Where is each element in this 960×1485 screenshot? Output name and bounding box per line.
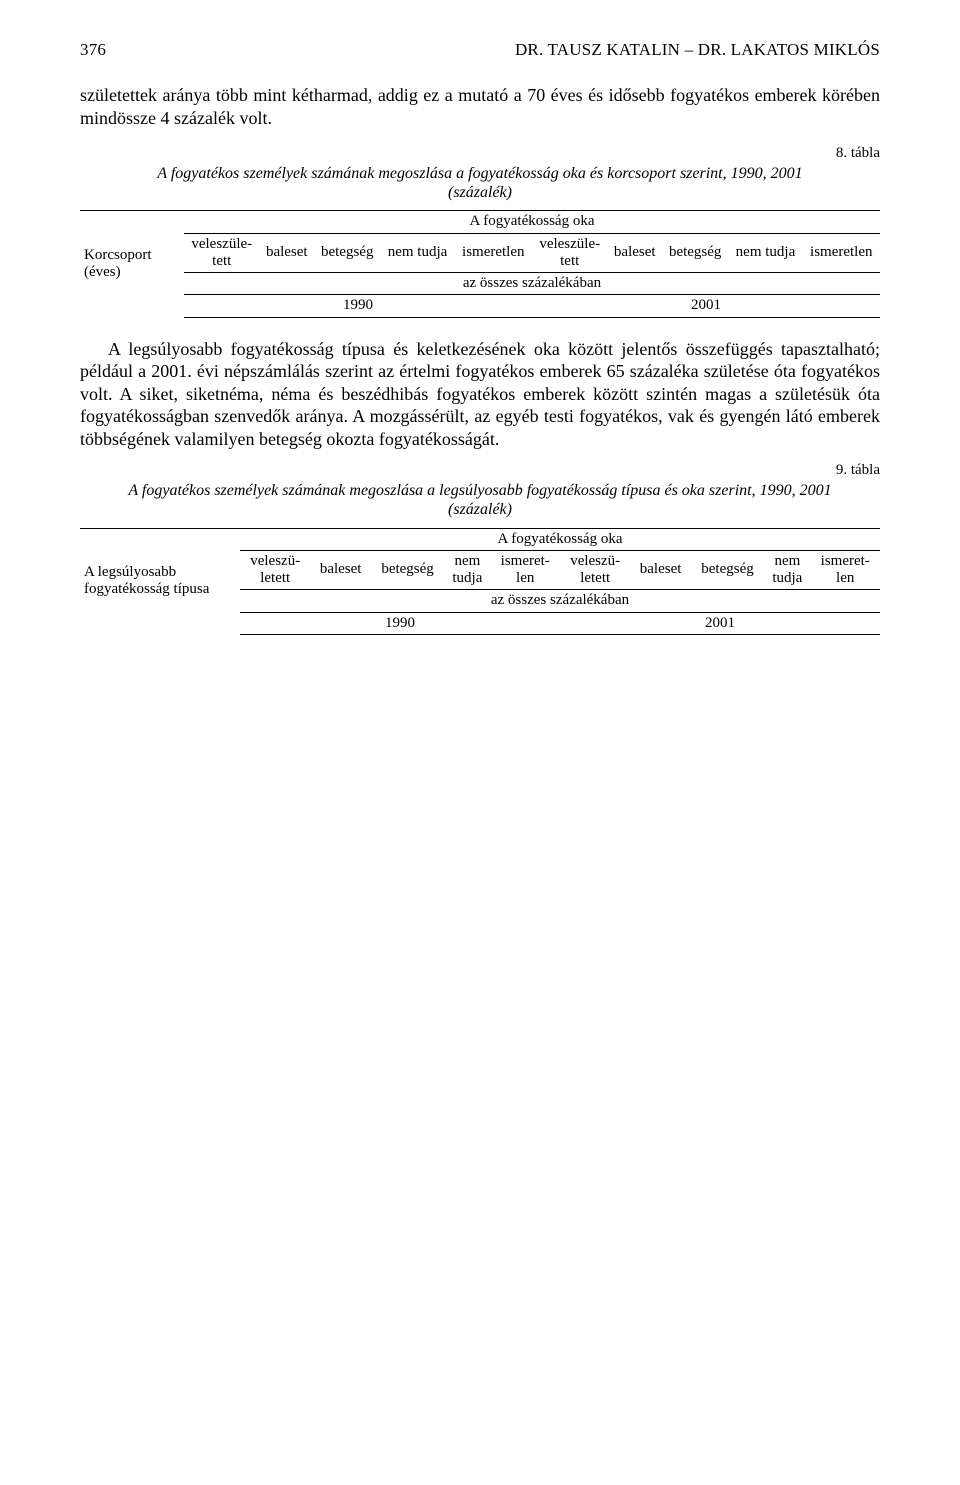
table8-col-6: baleset	[607, 233, 662, 273]
table9-title-line2: (százalék)	[448, 501, 512, 518]
table9-super-header: A fogyatékosság oka	[240, 528, 880, 550]
table9-number: 9. tábla	[80, 462, 880, 479]
table9-col-3: nem tudja	[444, 550, 490, 590]
table8-col-3: nem tudja	[380, 233, 454, 273]
table8-year-2001: 2001	[532, 295, 880, 317]
table8-title-line2: (százalék)	[448, 184, 512, 201]
table9-title-line1: A fogyatékos személyek számának megoszlá…	[128, 482, 831, 499]
running-head: 376 DR. TAUSZ KATALIN – DR. LAKATOS MIKL…	[80, 40, 880, 60]
table9-col-6: baleset	[630, 550, 690, 590]
table8-col-5: veleszüle- tett	[532, 233, 608, 273]
table8-col-9: ismeretlen	[803, 233, 880, 273]
table9-year-2001: 2001	[560, 612, 880, 634]
table8-col-8: nem tudja	[728, 233, 802, 273]
table8-title: A fogyatékos személyek számának megoszlá…	[80, 164, 880, 202]
table9: A legsúlyosabb fogyatékosság típusa A fo…	[80, 528, 880, 635]
table9-sub-header: az összes százalékában	[240, 590, 880, 612]
table8-col-1: baleset	[260, 233, 315, 273]
table9-title: A fogyatékos személyek számának megoszlá…	[80, 481, 880, 519]
table8-number: 8. tábla	[80, 145, 880, 162]
table8-year-1990: 1990	[184, 295, 532, 317]
table8-super-header: A fogyatékosság oka	[184, 211, 880, 233]
table8-col-4: ismeretlen	[455, 233, 532, 273]
page-number: 376	[80, 40, 106, 60]
table8: Korcsoport (éves) A fogyatékosság oka ve…	[80, 210, 880, 317]
table9-col-2: betegség	[371, 550, 445, 590]
page: 376 DR. TAUSZ KATALIN – DR. LAKATOS MIKL…	[0, 0, 960, 695]
table9-col-7: betegség	[691, 550, 765, 590]
table8-col-2: betegség	[314, 233, 380, 273]
table8-rowlabel: Korcsoport (éves)	[80, 211, 184, 317]
paragraph-2: A legsúlyosabb fogyatékosság típusa és k…	[80, 338, 880, 451]
table8-title-line1: A fogyatékos személyek számának megoszlá…	[157, 165, 802, 182]
table9-col-5: veleszü- letett	[560, 550, 630, 590]
table9-col-9: ismeret- len	[810, 550, 880, 590]
table8-col-0: veleszüle- tett	[184, 233, 260, 273]
table9-col-0: veleszü- letett	[240, 550, 310, 590]
table9-head: A legsúlyosabb fogyatékosság típusa A fo…	[80, 528, 880, 634]
table9-rowlabel: A legsúlyosabb fogyatékosság típusa	[80, 528, 240, 634]
table8-sub-header: az összes százalékában	[184, 273, 880, 295]
table9-col-8: nem tudja	[764, 550, 810, 590]
table8-col-7: betegség	[662, 233, 728, 273]
paragraph-1: születettek aránya több mint kétharmad, …	[80, 84, 880, 129]
table9-col-1: baleset	[310, 550, 370, 590]
authors: DR. TAUSZ KATALIN – DR. LAKATOS MIKLÓS	[515, 40, 880, 60]
table8-head: Korcsoport (éves) A fogyatékosság oka ve…	[80, 211, 880, 317]
table9-year-1990: 1990	[240, 612, 560, 634]
table9-col-4: ismeret- len	[490, 550, 559, 590]
